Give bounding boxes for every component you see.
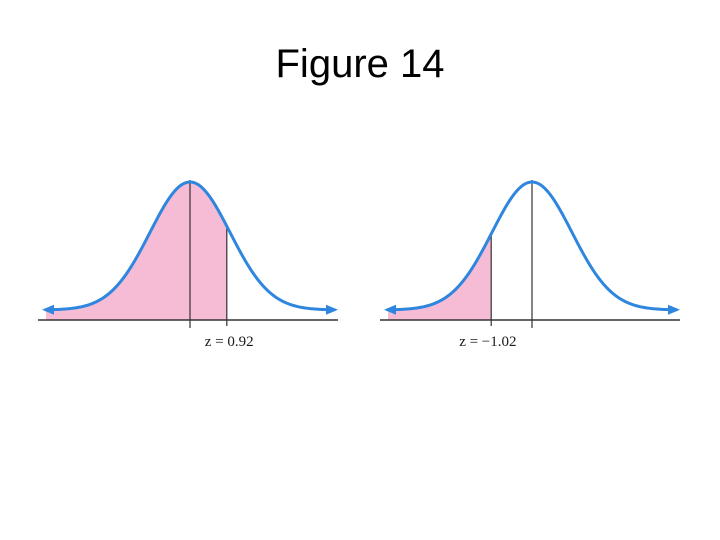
left-arrowhead: [384, 304, 396, 315]
right-arrowhead: [668, 304, 680, 315]
normal-curve: [44, 180, 336, 312]
z-value-label: z = 0.92: [205, 334, 254, 350]
normal-curve-panel-right: z = −1.02: [380, 180, 680, 350]
normal-curve-panel-left: z = 0.92: [38, 180, 338, 350]
slide-title: Figure 14: [275, 42, 445, 86]
right-arrowhead: [326, 304, 338, 315]
normal-curve: [386, 180, 678, 312]
shaded-area-left-of-z: [46, 182, 227, 320]
shaded-area-left-of-z: [388, 233, 492, 320]
z-value-label: z = −1.02: [459, 334, 516, 350]
left-arrowhead: [42, 304, 54, 315]
